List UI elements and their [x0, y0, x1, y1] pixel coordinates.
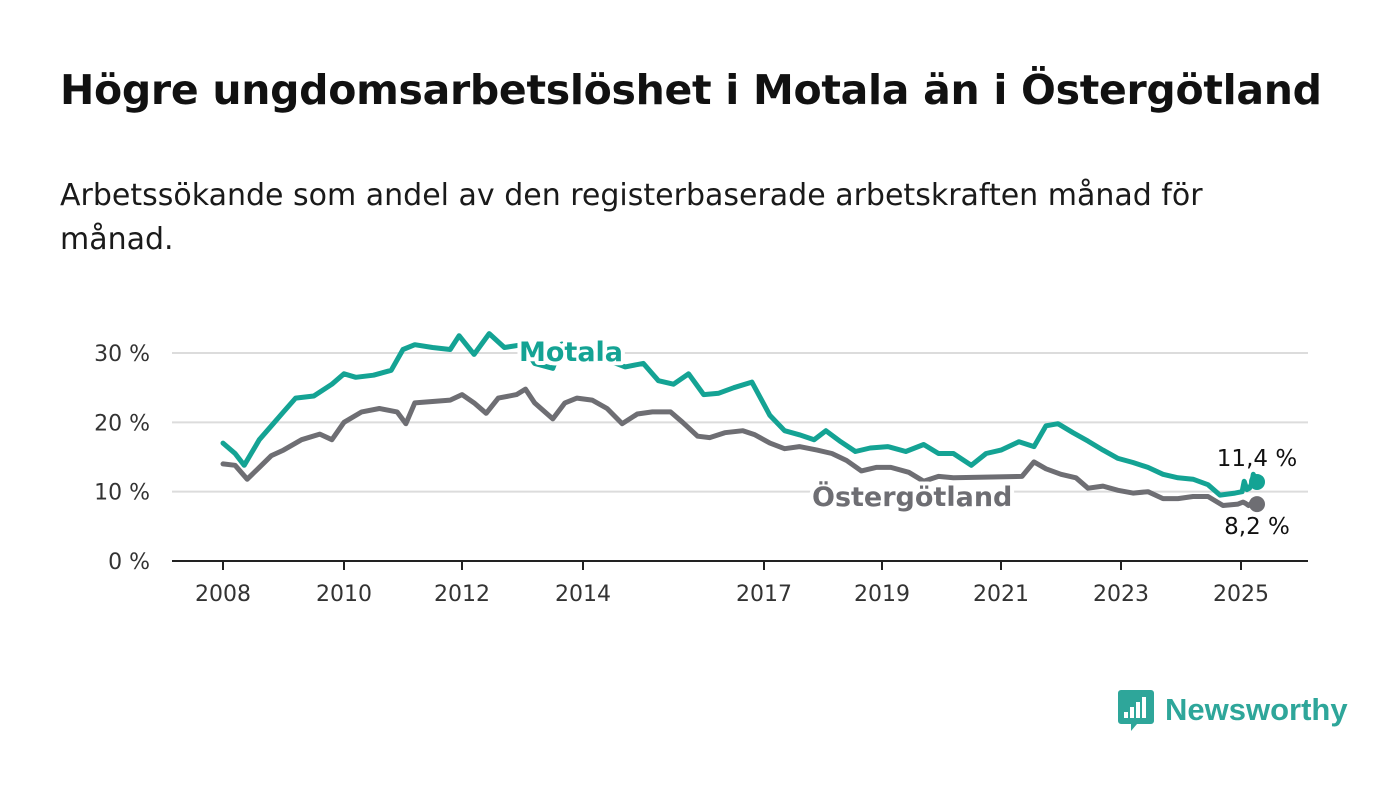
x-tick-label: 2021 — [973, 582, 1029, 607]
end-value-label-ostergotland: 8,2 % — [1224, 514, 1290, 540]
end-value-label-motala: 11,4 % — [1217, 446, 1297, 472]
series-line-motala — [220, 331, 1260, 498]
x-tick-label: 2014 — [555, 582, 611, 607]
end-point-motala — [1249, 473, 1265, 490]
x-tick-label: 2023 — [1093, 582, 1149, 607]
gridlines — [172, 352, 1308, 562]
x-tick-label: 2025 — [1213, 582, 1269, 607]
series-label-motala: Motala — [519, 337, 623, 368]
chart-title: Högre ungdomsarbetslöshet i Motala än i … — [60, 66, 1322, 114]
newsworthy-logo: Newsworthy — [1117, 688, 1348, 732]
series-label-ostergotland: Östergötland — [812, 480, 1012, 513]
x-tick-label: 2008 — [195, 582, 251, 607]
series-lines — [220, 331, 1265, 513]
y-tick-label: 20 % — [94, 411, 150, 436]
y-tick-label: 0 % — [108, 550, 150, 575]
axis-ticks: 0 % 10 % 20 % 30 % 2008 2010 2012 2014 2017 2019 2… — [94, 342, 1269, 607]
x-tick-label: 2017 — [736, 582, 792, 607]
y-tick-label: 10 % — [94, 481, 150, 506]
series-labels: Motala Östergötland 11,4 % 8,2 % — [515, 333, 1300, 543]
x-tick-label: 2012 — [434, 582, 490, 607]
end-point-ostergotland — [1249, 496, 1265, 513]
bar-chart-speech-bubble-icon — [1118, 690, 1154, 731]
y-tick-label: 30 % — [94, 342, 150, 367]
chart-subtitle: Arbetssökande som andel av den registerb… — [60, 178, 1203, 257]
brand-name: Newsworthy — [1165, 692, 1348, 727]
x-tick-label: 2019 — [854, 582, 910, 607]
series-line-ostergotland — [220, 386, 1260, 508]
x-tick-label: 2010 — [316, 582, 372, 607]
